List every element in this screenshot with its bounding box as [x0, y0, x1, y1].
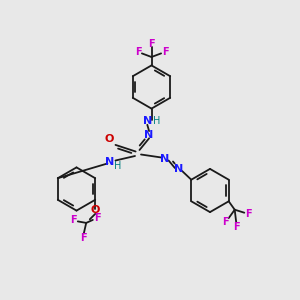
Text: F: F: [233, 221, 239, 232]
Text: H: H: [153, 116, 161, 126]
Text: F: F: [222, 217, 229, 227]
Text: O: O: [91, 205, 100, 215]
Text: H: H: [114, 161, 121, 171]
Text: F: F: [245, 209, 252, 219]
Text: F: F: [94, 213, 100, 223]
Text: F: F: [135, 47, 141, 57]
Text: F: F: [148, 39, 155, 49]
Text: F: F: [162, 47, 168, 57]
Text: N: N: [143, 116, 152, 126]
Text: F: F: [70, 215, 77, 225]
Text: N: N: [174, 164, 183, 175]
Text: O: O: [104, 134, 114, 145]
Text: F: F: [80, 232, 86, 243]
Text: N: N: [160, 154, 169, 164]
Text: N: N: [145, 130, 154, 140]
Text: N: N: [105, 157, 114, 167]
